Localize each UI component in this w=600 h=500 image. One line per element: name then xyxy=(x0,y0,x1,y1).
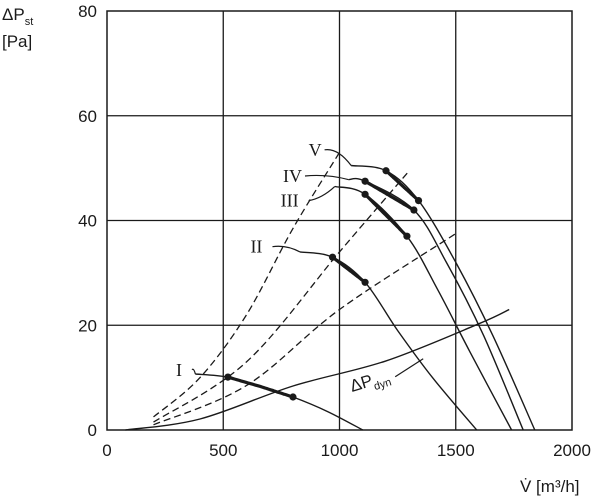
curve-label-leader xyxy=(324,149,352,166)
dynamic-pressure-leader xyxy=(394,358,424,378)
dynamic-pressure-line xyxy=(125,308,510,431)
dynamic-pressure-label-sub: dyn xyxy=(373,376,393,393)
x-tick-label: 2000 xyxy=(553,441,591,460)
system-curve-dashed xyxy=(153,152,341,418)
operating-point xyxy=(224,373,232,381)
operating-range-III xyxy=(363,193,409,238)
curve-label-leader xyxy=(304,174,349,181)
operating-point xyxy=(403,232,411,240)
operating-point xyxy=(361,190,369,198)
fan-curve-III xyxy=(334,185,513,431)
y-axis-label-unit: [Pa] xyxy=(2,32,32,51)
x-axis-label: V̇ [m³/h] xyxy=(520,477,580,496)
operating-point xyxy=(382,167,390,175)
operating-point xyxy=(289,393,297,401)
operating-range-I xyxy=(227,375,294,399)
curve-label-V: V xyxy=(309,140,322,160)
plot-frame xyxy=(106,10,573,431)
x-tick-label: 500 xyxy=(209,441,237,460)
y-tick-label: 0 xyxy=(88,421,97,440)
y-tick-label: 20 xyxy=(78,316,97,335)
y-axis-label-symbol: ΔPst xyxy=(2,5,33,28)
axis-ticks: 0 500 1000 1500 2000 0 20 40 60 80 xyxy=(78,2,591,460)
operating-range-V xyxy=(384,169,420,202)
curve-label-III: III xyxy=(281,191,299,211)
fan-curve-II xyxy=(299,251,478,431)
curve-label-leader xyxy=(308,186,336,202)
curve-label-II: II xyxy=(250,237,262,257)
system-curve-dashed xyxy=(153,233,457,426)
dynamic-pressure-label-main: ΔP xyxy=(348,371,375,396)
x-tick-label: 1000 xyxy=(321,441,359,460)
operating-point xyxy=(328,253,337,261)
x-tick-label: 0 xyxy=(102,441,111,460)
operating-range-II xyxy=(331,255,367,284)
operating-point xyxy=(361,278,369,286)
curve-label-leader xyxy=(272,245,301,253)
y-tick-label: 80 xyxy=(78,2,97,21)
curve-label-IV: IV xyxy=(283,166,302,186)
operating-point xyxy=(410,206,418,214)
operating-range-IV xyxy=(364,179,415,212)
y-axis-label-subscript: st xyxy=(25,16,34,28)
curve-label-leader xyxy=(191,368,196,375)
dynamic-pressure-curve: ΔPdyn xyxy=(125,308,510,431)
operating-point xyxy=(361,177,369,185)
grid xyxy=(106,10,573,431)
curve-label-I: I xyxy=(176,360,182,380)
fan-curves xyxy=(195,164,536,431)
y-tick-label: 60 xyxy=(78,107,97,126)
operating-point xyxy=(414,196,423,205)
x-tick-label: 1500 xyxy=(437,441,475,460)
dynamic-pressure-label: ΔPdyn xyxy=(348,366,393,400)
y-tick-label: 40 xyxy=(78,212,97,231)
